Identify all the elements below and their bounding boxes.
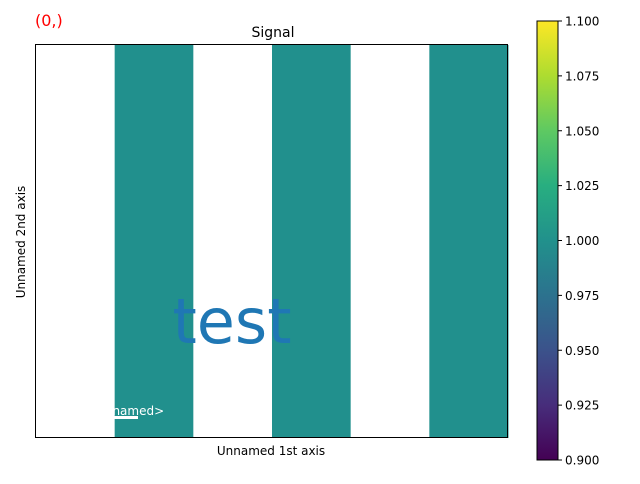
chart-title: Signal bbox=[251, 25, 294, 41]
y-axis-label: Unnamed 2nd axis bbox=[14, 186, 28, 299]
plot-frame bbox=[35, 44, 508, 438]
scalebar: <Unnamed> bbox=[86, 404, 164, 419]
scalebar-label: <Unnamed> bbox=[86, 404, 164, 418]
colorbar-tick-label: 0.900 bbox=[565, 454, 599, 468]
colorbar-tick-label: 1.000 bbox=[565, 234, 599, 248]
text-annotation: test bbox=[172, 285, 291, 358]
heatmap-column-masked bbox=[36, 45, 116, 438]
colorbar-tick-label: 1.075 bbox=[565, 69, 599, 83]
heatmap-column bbox=[429, 45, 509, 438]
colorbar-tick-label: 1.025 bbox=[565, 179, 599, 193]
colorbar-ticks: 0.900 0.925 0.950 0.975 1.000 1.025 1.050 1.075… bbox=[558, 15, 599, 468]
heatmap-column-masked bbox=[350, 45, 430, 438]
heatmap-column-masked bbox=[193, 45, 273, 438]
colorbar-tick-label: 0.950 bbox=[565, 344, 599, 358]
colorbar-tick-label: 1.050 bbox=[565, 124, 599, 138]
heatmap-columns bbox=[36, 45, 509, 438]
x-axis-label: Unnamed 1st axis bbox=[217, 444, 325, 458]
colorbar-tick-label: 0.925 bbox=[565, 399, 599, 413]
colorbar bbox=[536, 20, 559, 461]
scalebar-line bbox=[86, 416, 138, 419]
heatmap-column bbox=[272, 45, 352, 438]
index-label: (0,) bbox=[35, 11, 63, 30]
colorbar-tick-label: 0.975 bbox=[565, 289, 599, 303]
heatmap-column bbox=[114, 45, 194, 438]
colorbar-tick-label: 1.100 bbox=[565, 15, 599, 29]
